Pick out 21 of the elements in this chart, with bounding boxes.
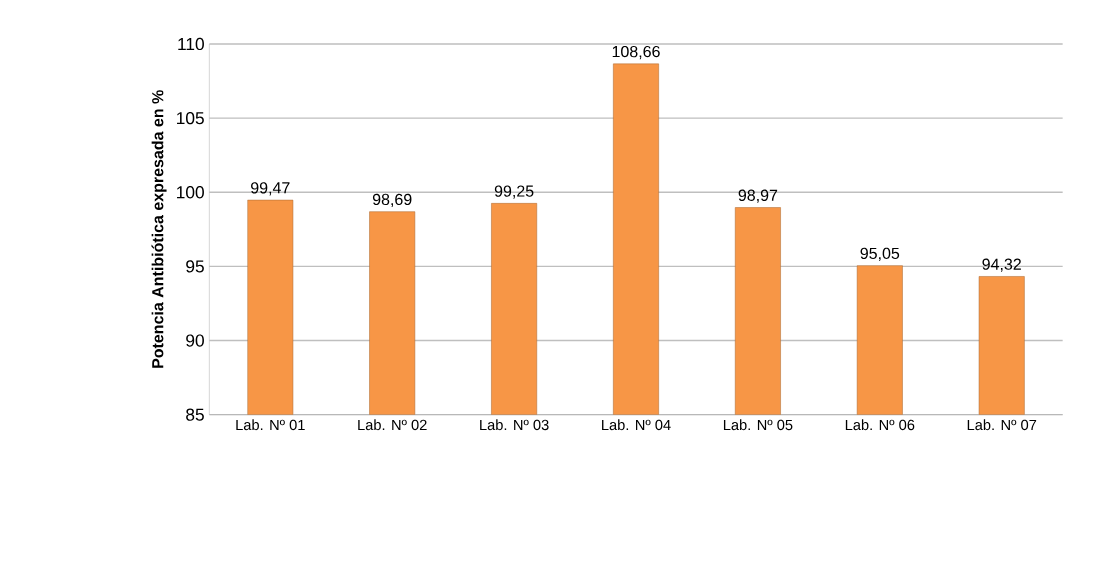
x-tick-label: Lab. Nº 04 bbox=[602, 419, 671, 431]
x-tick-label: Lab. Nº 06 bbox=[845, 419, 915, 431]
y-axis-title: Potencia Antibiótica expresada en % bbox=[151, 90, 167, 368]
x-tick-label: Lab. Nº 05 bbox=[723, 419, 793, 431]
data-label: 108,66 bbox=[612, 45, 660, 60]
data-label: 99,47 bbox=[251, 182, 290, 196]
y-tick-label: 100 bbox=[177, 186, 204, 199]
x-tick-label: Lab. Nº 02 bbox=[358, 419, 427, 431]
x-tick-label: Lab. Nº 07 bbox=[967, 419, 1037, 431]
x-tick-label: Lab. Nº 03 bbox=[480, 419, 549, 431]
y-tick-label: 85 bbox=[186, 408, 204, 421]
data-label: 98,69 bbox=[372, 193, 412, 207]
data-label: 99,25 bbox=[494, 185, 534, 199]
y-tick-label: 95 bbox=[186, 260, 204, 273]
data-label: 95,05 bbox=[860, 247, 900, 261]
y-tick-label: 110 bbox=[178, 37, 204, 51]
data-label: 98,97 bbox=[738, 189, 778, 203]
y-tick-label: 90 bbox=[186, 334, 204, 347]
data-label: 94,32 bbox=[982, 258, 1021, 272]
x-tick-label: Lab. Nº 01 bbox=[236, 419, 305, 431]
y-tick-label: 105 bbox=[177, 111, 204, 125]
